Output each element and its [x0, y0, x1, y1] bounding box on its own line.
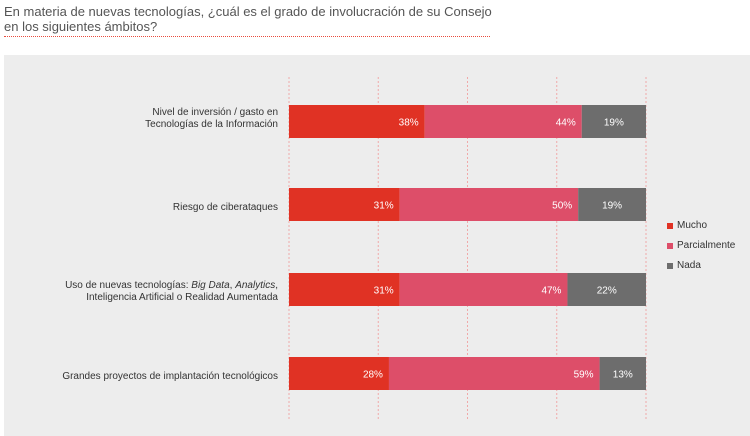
category-label-line: Uso de nuevas tecnologías: Big Data, Ana… [28, 280, 278, 292]
legend-swatch [667, 242, 673, 249]
chart-title: En materia de nuevas tecnologías, ¿cuál … [4, 4, 492, 34]
bar-segment-nada [581, 105, 646, 138]
legend-swatch [667, 262, 673, 269]
legend-item-mucho: Mucho [667, 220, 707, 231]
bar-segment-parcialmente [424, 105, 582, 138]
category-label-ciberataques: Riesgo de ciberataques [28, 202, 278, 214]
category-label-line: Grandes proyectos de implantación tecnol… [62, 371, 278, 382]
data-label: 19% [602, 201, 622, 212]
category-label-text: Uso de nuevas tecnologías: [65, 280, 192, 291]
legend-item-nada: Nada [667, 260, 701, 271]
legend-label: Mucho [677, 220, 708, 231]
bar-segment-nada [599, 357, 646, 390]
bar-segment-nada [567, 273, 646, 306]
data-label: 59% [574, 370, 594, 381]
category-label-text: , [275, 280, 278, 291]
category-label-grandes-proyectos: Grandes proyectos de implantación tecnol… [28, 371, 278, 383]
legend-item-parcialmente: Parcialmente [667, 240, 735, 251]
category-label-inversion: Nivel de inversión / gasto en Tecnología… [28, 107, 278, 131]
bar-segment-mucho [289, 357, 389, 390]
bar-segment-parcialmente [399, 273, 568, 306]
legend-swatch [667, 222, 673, 229]
legend-label: Parcialmente [677, 240, 736, 251]
data-label: 38% [399, 118, 419, 129]
bar-segment-mucho [289, 105, 425, 138]
data-label: 31% [374, 286, 394, 297]
chart-panel: 38% 44% 19% 31% 50% 19% 31% 47% 22% 28% 59% 13% Niv… [4, 55, 750, 436]
title-divider [4, 36, 490, 37]
category-label-line: Tecnologías de la Información [145, 119, 278, 130]
data-label: 44% [556, 118, 576, 129]
bar-segment-parcialmente [388, 357, 600, 390]
data-label: 28% [363, 370, 383, 381]
data-label: 22% [597, 286, 617, 297]
category-label-line: Inteligencia Artificial o Realidad Aumen… [86, 292, 278, 303]
stacked-bar-chart: 38% 44% 19% 31% 50% 19% 31% 47% 22% 28% 59% 13% [288, 77, 647, 420]
bar-segment-mucho [289, 188, 400, 221]
category-label-text: Big Data [191, 280, 230, 291]
category-label-line: Riesgo de ciberataques [172, 202, 278, 213]
data-label: 19% [604, 118, 624, 129]
data-label: 50% [552, 201, 572, 212]
category-label-line: Nivel de inversión / gasto en [152, 107, 278, 118]
category-label-nuevas-tecnologias: Uso de nuevas tecnologías: Big Data, Ana… [28, 280, 278, 304]
data-label: 47% [541, 286, 561, 297]
category-label-text: , [229, 280, 236, 291]
bar-segment-nada [578, 188, 646, 221]
data-label: 31% [374, 201, 394, 212]
category-label-text: Analytics [235, 280, 276, 291]
legend-label: Nada [677, 260, 701, 271]
bar-segment-mucho [289, 273, 400, 306]
bar-segment-parcialmente [399, 188, 579, 221]
data-label: 13% [613, 370, 633, 381]
